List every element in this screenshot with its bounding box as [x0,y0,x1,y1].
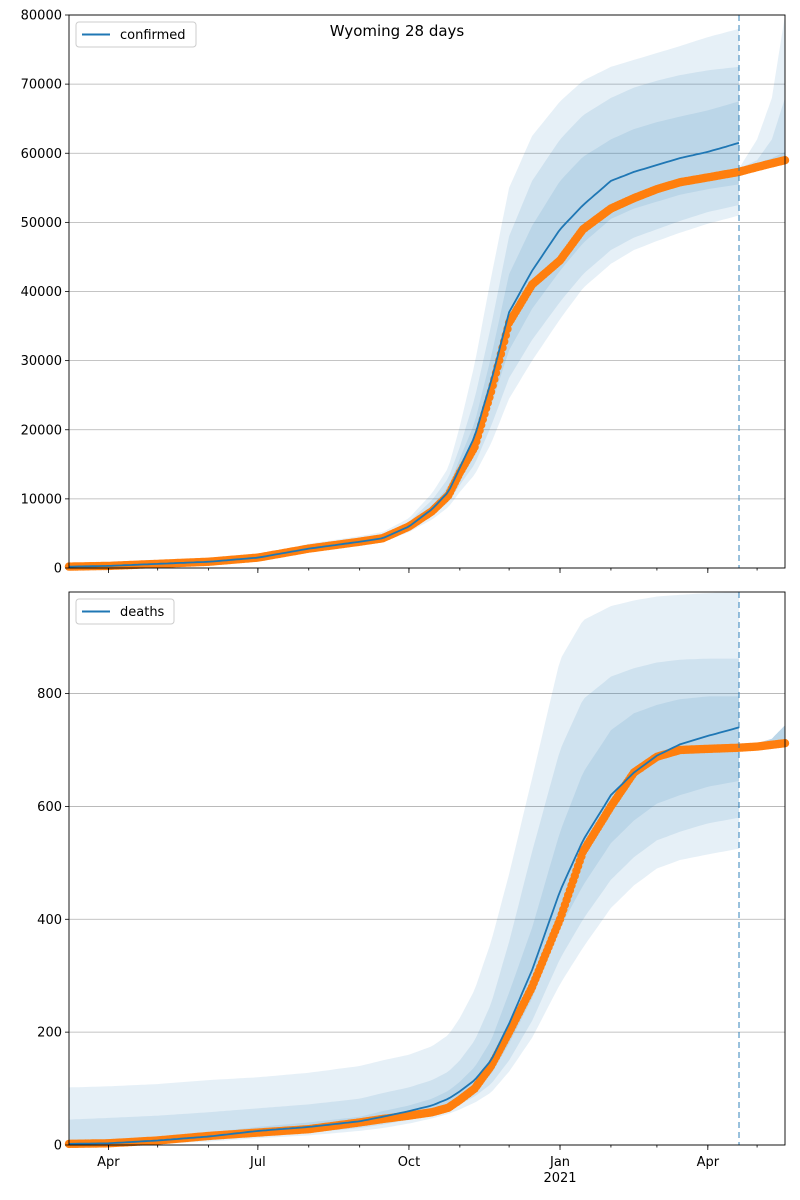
deaths-panel: 0 200 400 600 800 deaths Apr Jul Oct Jan Apr 2021 [37,591,790,1186]
x-tick-label: Jul [249,1155,266,1170]
plot-frame [68,14,786,569]
outer-forecast-band [69,592,739,1145]
x-tick-label: Oct [398,1155,420,1170]
y-tick-label: 600 [37,800,62,815]
outer-forecast-band [69,28,739,568]
middle-forecast-band [69,66,739,568]
deaths-median-line [68,726,740,1145]
legend-label-deaths: deaths [120,605,165,620]
plot-frame [68,591,786,1146]
confirmed-panel: 0 10000 20000 30000 40000 50000 60000 70000 8000… [21,9,790,577]
y-tick-label: 200 [37,1026,62,1041]
legend-box [75,598,175,625]
y-tick-label: 0 [54,1139,62,1154]
legend-box [75,21,197,48]
y-tick-label: 0 [54,562,62,577]
deaths-axes: 0 200 400 600 800 [37,591,786,1154]
y-tick-label: 10000 [21,492,62,507]
y-tick-label: 70000 [21,78,62,93]
y-tick-label: 30000 [21,354,62,369]
deaths-x-ticks: Apr Jul Oct Jan Apr 2021 [97,1155,720,1186]
y-tick-label: 400 [37,913,62,928]
confirmed-legend: confirmed [75,21,197,48]
future-forecast-band [739,97,785,172]
confirmed-axes: 0 10000 20000 30000 40000 50000 60000 70000 8000… [21,9,786,577]
y-tick-label: 50000 [21,216,62,231]
x-tick-label: Apr [697,1155,720,1170]
median-line [69,142,740,568]
deaths-legend: deaths [75,598,175,625]
x-tick-label: Apr [97,1155,120,1170]
median-line [68,726,740,1145]
middle-forecast-band [69,658,739,1145]
x-year-label: 2021 [543,1171,576,1186]
y-tick-label: 60000 [21,147,62,162]
deaths-forecast-bands [69,592,785,1145]
confirmed-median-line [69,142,740,568]
x-tick-label: Jan [549,1155,570,1170]
legend-label-confirmed: confirmed [120,28,186,43]
future-forecast-band [739,15,785,172]
y-tick-label: 800 [37,687,62,702]
y-tick-label: 40000 [21,285,62,300]
y-tick-label: 20000 [21,423,62,438]
inner-forecast-band [69,696,739,1145]
figure-title: Wyoming 28 days [330,22,465,40]
y-tick-label: 80000 [21,9,62,24]
